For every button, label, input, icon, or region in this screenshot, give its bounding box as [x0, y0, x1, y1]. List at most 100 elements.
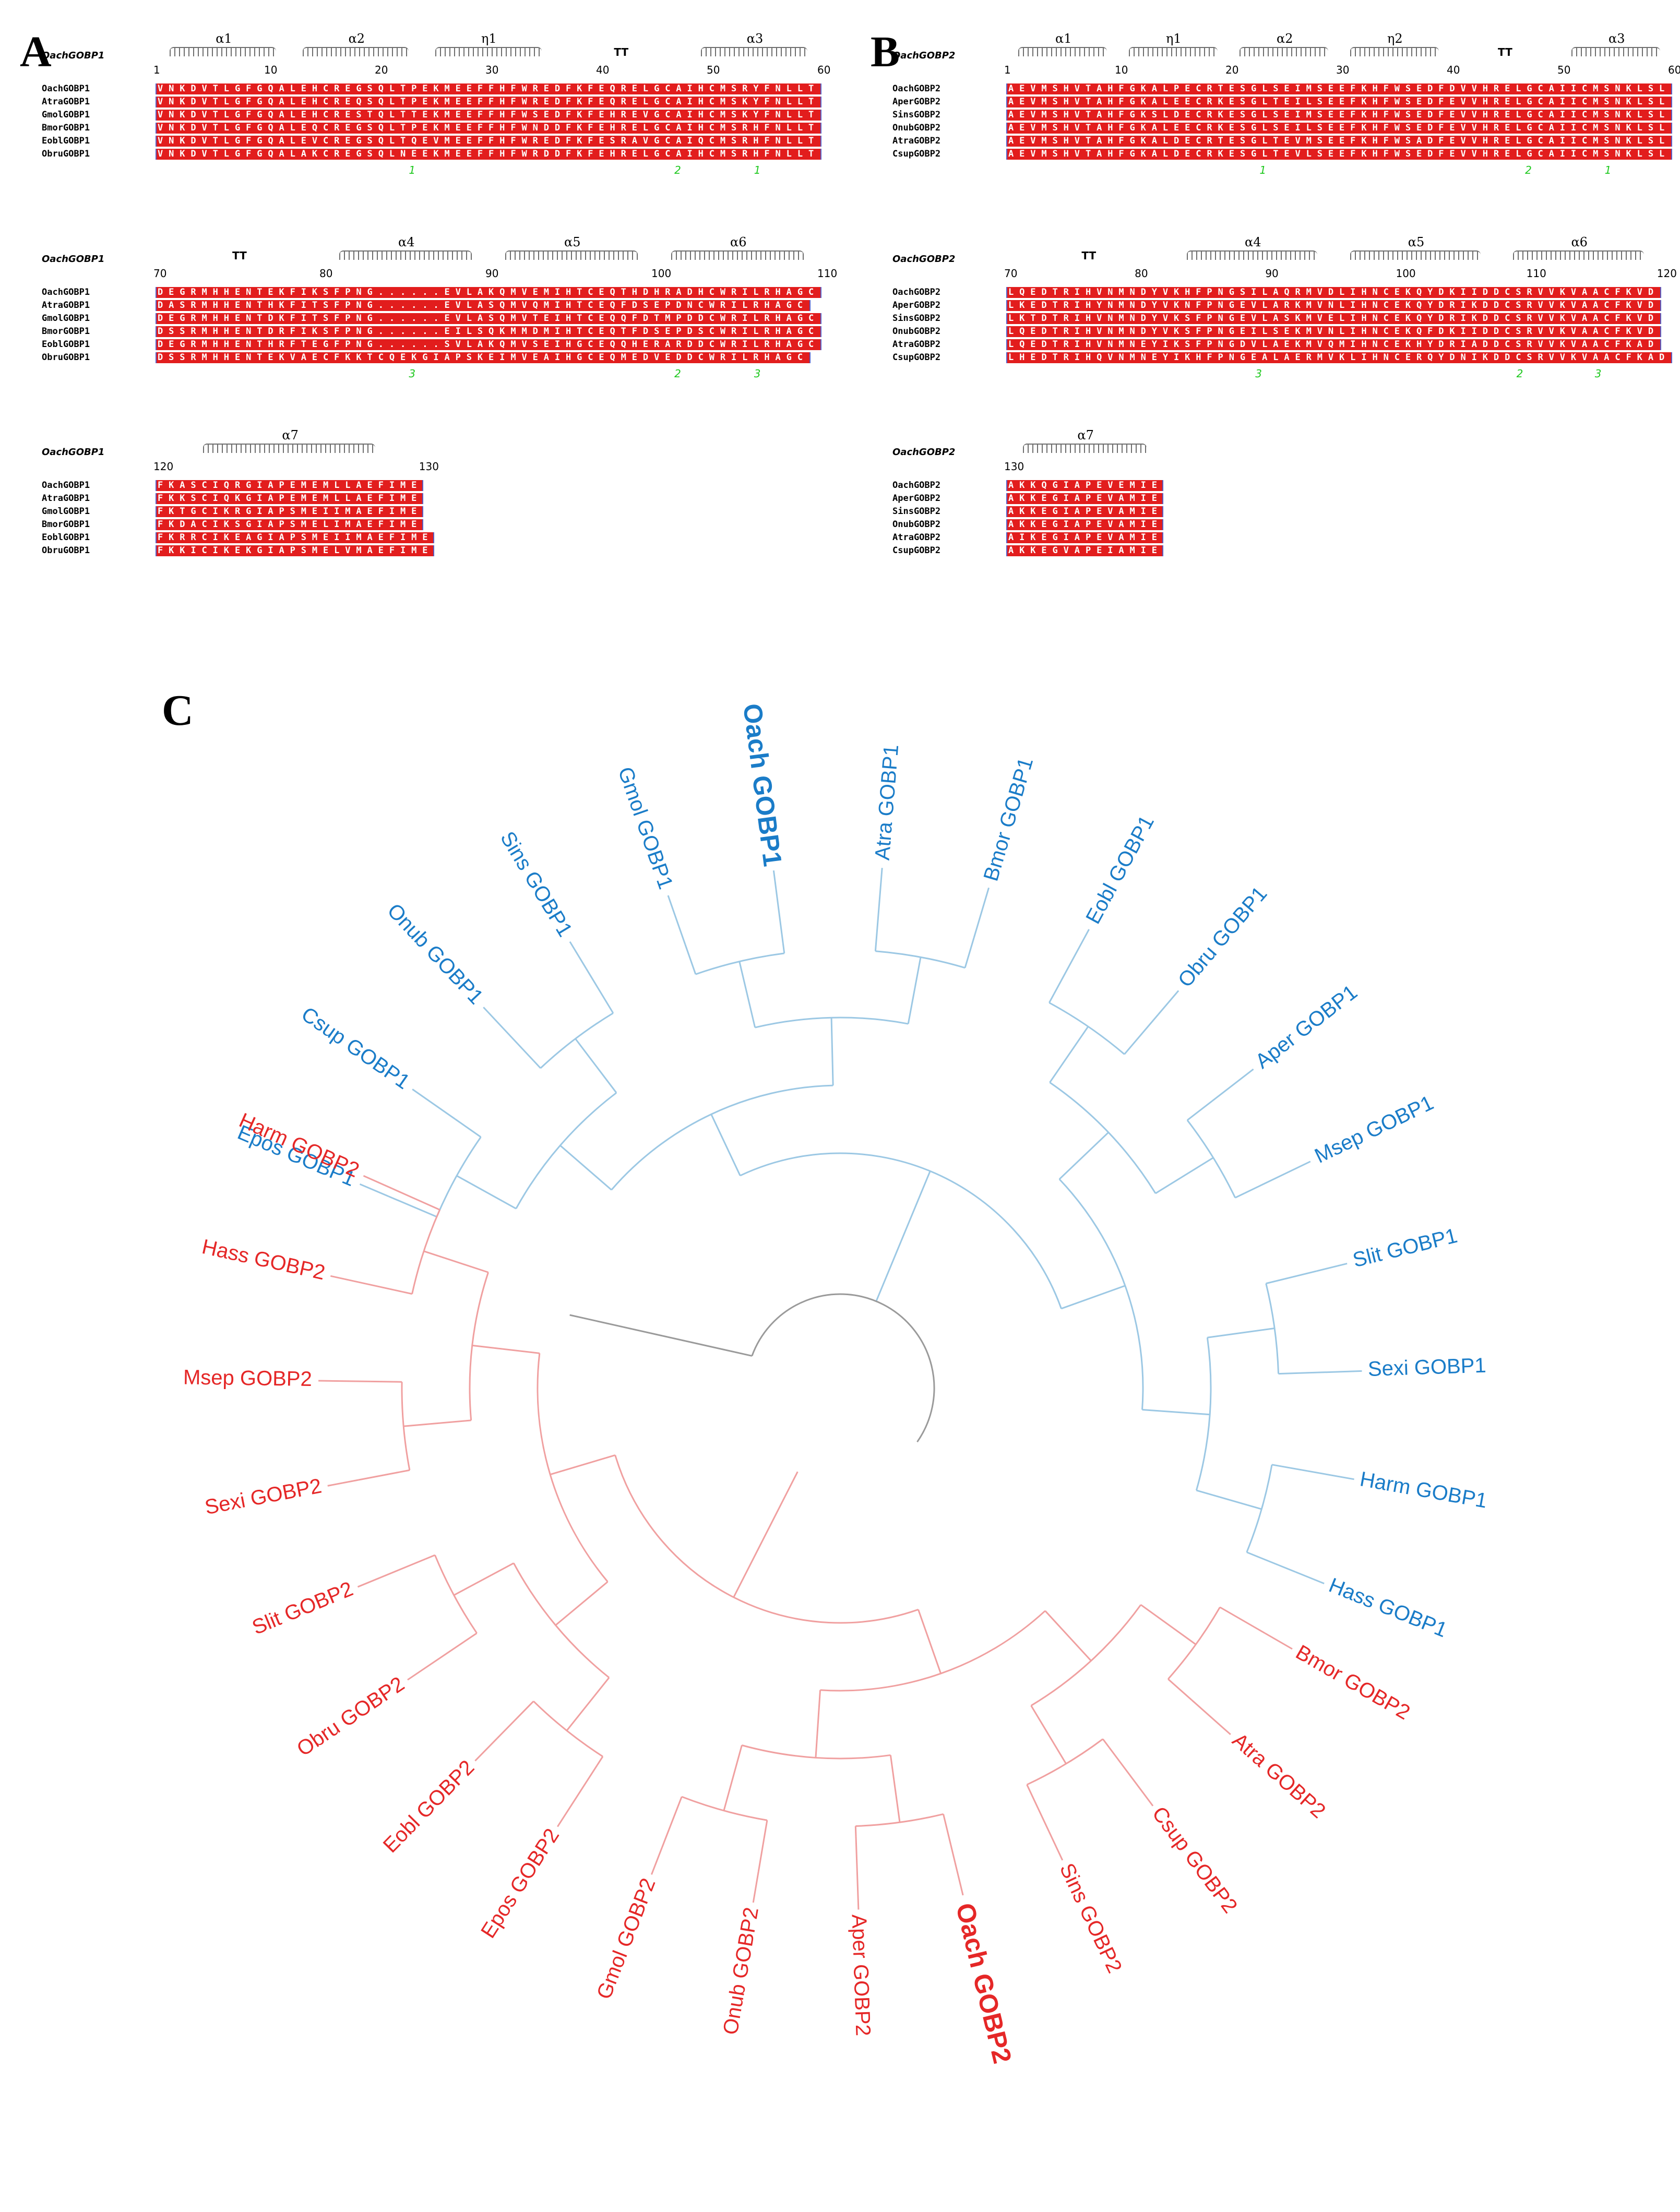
sequence-residues: AIKEGIAPEVAMIE: [1008, 532, 1163, 543]
disulfide-mark: 3: [754, 367, 761, 380]
tree-arc: [411, 1209, 440, 1294]
sequence-name: OachGOBP2: [892, 83, 941, 94]
tree-branch: [1102, 1738, 1110, 1748]
helix-glyph: [1350, 47, 1439, 56]
helix-glyph: [1129, 47, 1218, 56]
position-number: 130: [1004, 460, 1024, 473]
secondary-structure-row: OachGOBP2 TT α4 α5 α6: [892, 235, 1675, 266]
sequence-name: CsupGOBP2: [892, 545, 941, 556]
structure-label: TT: [1081, 249, 1097, 262]
conserved-block: [157, 545, 433, 556]
tree-leaf-label: Eobl GOBP1: [1081, 811, 1159, 928]
structure-label: α4: [398, 235, 415, 249]
tree-branch: [575, 1038, 617, 1094]
conserved-block: [1007, 493, 1162, 504]
structure-label: α7: [1077, 428, 1094, 443]
position-number: 60: [1668, 64, 1680, 76]
disulfide-mark: 1: [409, 164, 416, 176]
conserved-block: [157, 83, 820, 94]
conserved-block: [157, 97, 820, 107]
position-number: 10: [1115, 64, 1128, 76]
sequence-residues: VNKDVTLGFGQALEVCREGSQLTQEVMEEFFHFWREDFKF…: [158, 136, 820, 146]
tree-branch: [782, 942, 785, 954]
tree-branch: [1155, 1157, 1214, 1194]
tree-branch: [1044, 1610, 1092, 1661]
sequence-row: OnubGOBP2 AEVMSHVTAHFGKALEECRKESGLSEILSEE…: [892, 123, 1675, 134]
position-number: 60: [817, 64, 831, 76]
sequence-row: ObruGOBP1 DSSRMHHENTEKVAECFKKTCQEKGIAPSKE…: [42, 352, 825, 363]
tree-branch: [1142, 1408, 1210, 1416]
disulfide-mark: 2: [1525, 164, 1532, 176]
tree-leaf-label: Sins GOBP2: [1055, 1859, 1126, 1977]
tree-labels: Epos GOBP1 Csup GOBP1 Onub GOBP1 Sins GOBP1…: [0, 626, 1680, 2212]
sequence-residues: DEGRMHHENTDKFITSFPNG......EVLASQMVTEIHTC…: [158, 313, 820, 324]
tree-branch: [391, 1188, 440, 1211]
tree-branch: [723, 1745, 743, 1811]
secondary-structure-row: OachGOBP1 TT α4 α5 α6: [42, 235, 825, 266]
sequence-residues: AEVMSHVTAHFGKALPECRTESGLSEIMSEEFKHFWSEDF…: [1008, 83, 1671, 94]
alignment-panel-b: OachGOBP2 α1 η1 α2 η2 TT α3 1 10 20 30 40 50 60 OachGO…: [892, 31, 1680, 579]
sequence-row: ObruGOBP1 FKKICIKEKGIAPSMELVMAEFIME: [42, 545, 825, 556]
sequence-row: GmolGOBP1 FKTGCIKRGIAPSMEIIMAEFIME: [42, 506, 825, 517]
conserved-block: [157, 287, 820, 298]
tree-branch: [1140, 1604, 1197, 1645]
sequence-residues: LQEDTRIHVNMNDYVKSFPNGEILSEKMVNLIHNCEKQFD…: [1008, 326, 1659, 337]
sequence-row: SinsGOBP2 AKKEGIAPEVAMIE: [892, 506, 1675, 517]
sequence-residues: AEVMSHVTAHFGKALEECRKESGLTEILSEEFKHFWSEDF…: [1008, 97, 1671, 107]
tree-arc: [755, 1017, 909, 1029]
disulfide-mark: 1: [1604, 164, 1612, 176]
sequence-row: OnubGOBP2 AKKEGIAPEVAMIE: [892, 519, 1675, 530]
sequence-residues: AEVMSHVTAHFGKALDECRTESGLTEVMSEEFKHFWSADF…: [1008, 136, 1671, 146]
tree-branch: [1048, 993, 1055, 1003]
tree-leaf-label: Slit GOBP2: [248, 1577, 356, 1639]
sequence-residues: LKEDTRIHYNMNDYVKNFPNGEVLARKMVNLIHNCEKQYD…: [1008, 300, 1659, 310]
sequence-residues: LQEDTRIHVNMNEYIKSFPNGDVLAEKMVQMIHNCEKHYD…: [1008, 339, 1659, 350]
sequence-row: AtraGOBP1 VNKDVTLGFGQALEHCREQSQLTPEKMEEFF…: [42, 97, 825, 107]
tree-leaf-label: Hass GOBP1: [1326, 1573, 1451, 1642]
conserved-block: [1007, 545, 1162, 556]
position-number: 20: [1225, 64, 1239, 76]
tree-branch: [1246, 1551, 1296, 1573]
sequence-row: EoblGOBP1 VNKDVTLGFGQALEVCREGSQLTQEVMEEFF…: [42, 136, 825, 147]
sequence-name: OnubGOBP2: [892, 123, 941, 133]
sequence-name: ObruGOBP1: [42, 352, 90, 363]
tree-branch: [453, 1562, 514, 1596]
position-number: 70: [153, 267, 167, 280]
structure-label: TT: [232, 249, 247, 262]
conserved-block: [157, 300, 809, 311]
tree-branch: [423, 1250, 488, 1273]
position-number: 20: [375, 64, 388, 76]
tree-leaf-label: Aper GOBP1: [1251, 980, 1362, 1073]
conserved-block: [157, 339, 820, 350]
tree-leaf-label: Aper GOBP2: [847, 1914, 875, 2037]
sequence-row: OnubGOBP2 LQEDTRIHVNMNDYVKSFPNGEILSEKMVNL…: [892, 326, 1675, 337]
tree-branch: [472, 1344, 540, 1354]
sequence-name: AtraGOBP2: [892, 339, 941, 350]
tree-branch: [557, 1765, 598, 1827]
structure-label: TT: [614, 46, 629, 58]
structure-label: η2: [1387, 31, 1403, 46]
sequence-residues: VNKDVTLGFGQALAKCREGSQLNEEKMEEFFHFWRDDFKF…: [158, 149, 820, 159]
conserved-block: [157, 493, 422, 504]
sequence-residues: VNKDVTLGFGQALEHCREGSQLTPEKMEEFFHFWREDFKF…: [158, 83, 820, 94]
tree-arc: [540, 1012, 614, 1069]
tree-branch: [943, 1814, 952, 1845]
tree-leaf-label: Atra GOBP2: [1228, 1728, 1330, 1823]
sequence-row: OachGOBP1 VNKDVTLGFGQALEHCREGSQLTPEKMEEFF…: [42, 83, 825, 94]
sequence-residues: AEVMSHVTAHFGKSLDECRKESGLSEIMSEEFKHFWSEDF…: [1008, 110, 1671, 120]
disulfide-mark: 2: [674, 367, 681, 380]
sequence-residues: LKTDTRIHVNMNDYVKSFPNGEVLASKMVELIHNCEKQYD…: [1008, 313, 1659, 324]
tree-leaf-label: Slit GOBP1: [1350, 1224, 1460, 1272]
tree-branch: [585, 968, 614, 1014]
tree-branch: [1167, 1678, 1193, 1701]
helix-glyph: [1022, 444, 1147, 453]
tree-branch: [555, 1581, 609, 1626]
sequence-name: GmolGOBP1: [42, 110, 90, 120]
sequence-name: OachGOBP2: [892, 287, 941, 297]
tree-leaf-label: Bmor GOBP2: [1292, 1641, 1414, 1725]
tree-arc: [681, 1796, 768, 1821]
tree-branch: [670, 1796, 683, 1826]
tree-leaf-label: Gmol GOBP2: [592, 1874, 660, 2002]
conserved-block: [1007, 110, 1671, 121]
helix-glyph: [339, 250, 472, 260]
